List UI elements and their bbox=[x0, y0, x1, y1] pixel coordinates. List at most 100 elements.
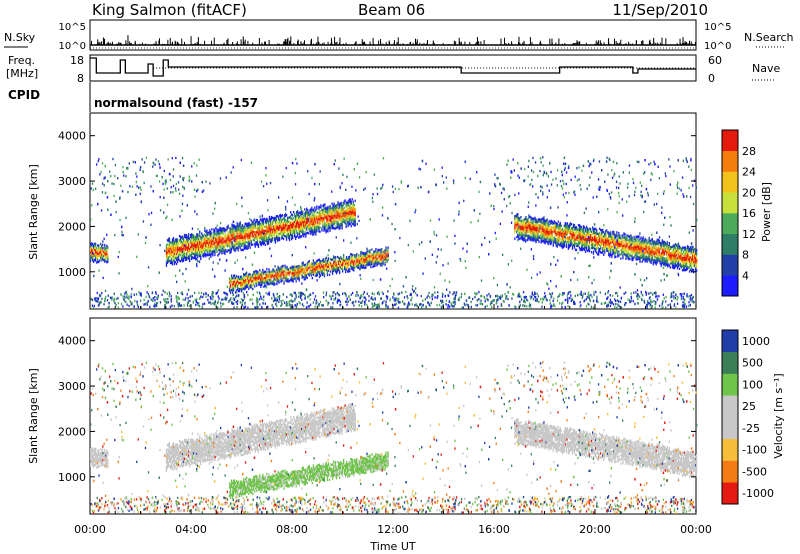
power-cell bbox=[296, 221, 298, 224]
power-cell bbox=[573, 242, 576, 245]
power-cell bbox=[330, 219, 332, 223]
power-cell bbox=[377, 248, 379, 252]
power-cell bbox=[662, 248, 665, 252]
power-cell bbox=[173, 244, 176, 247]
power-cell bbox=[565, 231, 568, 234]
power-cell bbox=[98, 248, 100, 251]
power-cell bbox=[555, 234, 557, 237]
power-cell bbox=[271, 270, 273, 273]
power-cell bbox=[586, 239, 589, 242]
power-cell bbox=[238, 245, 240, 248]
power-cell bbox=[228, 281, 231, 284]
power-cell bbox=[220, 241, 222, 245]
power-cell bbox=[300, 235, 302, 239]
power-cell bbox=[240, 230, 242, 233]
power-cell bbox=[633, 256, 635, 259]
power-cell bbox=[203, 245, 205, 248]
power-cell bbox=[204, 249, 206, 253]
power-cell bbox=[188, 249, 190, 252]
power-cell bbox=[651, 242, 653, 245]
power-cell bbox=[640, 244, 642, 247]
power-cell bbox=[90, 251, 92, 254]
power-cell bbox=[245, 274, 247, 278]
power-cell bbox=[186, 244, 188, 247]
power-cell bbox=[284, 231, 287, 234]
power-cell bbox=[344, 211, 346, 214]
power-cell bbox=[346, 207, 348, 211]
power-cell bbox=[313, 218, 315, 221]
power-cell bbox=[230, 250, 232, 254]
power-cell bbox=[199, 255, 201, 258]
power-cell bbox=[263, 233, 266, 237]
power-cell bbox=[195, 235, 197, 238]
power-cell bbox=[591, 242, 593, 246]
power-cell bbox=[666, 249, 669, 252]
power-cell bbox=[216, 240, 218, 243]
power-cell bbox=[332, 216, 334, 220]
power-cell bbox=[269, 232, 272, 235]
power-cell bbox=[614, 241, 616, 245]
power-cell bbox=[327, 214, 329, 217]
power-cell bbox=[636, 246, 638, 249]
power-cell bbox=[561, 234, 564, 237]
power-cell bbox=[210, 249, 212, 252]
power-cell bbox=[364, 252, 366, 255]
power-cell bbox=[262, 222, 265, 225]
power-cell bbox=[596, 233, 598, 236]
power-cell bbox=[230, 240, 232, 243]
power-cell bbox=[253, 232, 255, 236]
power-cell bbox=[328, 261, 331, 264]
power-cell bbox=[544, 227, 546, 231]
power-cell bbox=[295, 221, 297, 224]
power-cell bbox=[624, 237, 626, 240]
power-cell bbox=[661, 259, 664, 263]
power-cell bbox=[671, 260, 674, 263]
power-cell bbox=[231, 285, 234, 288]
power-cell bbox=[535, 241, 537, 244]
power-cell bbox=[352, 260, 354, 263]
power-cell bbox=[326, 217, 328, 220]
power-cell bbox=[310, 212, 312, 215]
power-cell bbox=[277, 267, 279, 271]
power-cell bbox=[555, 222, 557, 225]
power-cell bbox=[360, 258, 362, 261]
power-cell bbox=[581, 238, 584, 241]
power-cell bbox=[309, 266, 312, 269]
power-cell bbox=[181, 245, 184, 249]
power-cell bbox=[310, 232, 312, 236]
power-cell bbox=[230, 276, 233, 279]
power-cell bbox=[533, 224, 535, 227]
power-cell bbox=[303, 231, 305, 234]
power-cell bbox=[310, 208, 312, 211]
power-cell bbox=[338, 219, 340, 222]
power-cell bbox=[544, 219, 546, 222]
power-cell bbox=[624, 253, 626, 256]
power-cell bbox=[670, 247, 673, 251]
power-cell bbox=[345, 264, 347, 267]
power-cell bbox=[213, 242, 215, 245]
power-cell bbox=[184, 246, 187, 249]
power-cell bbox=[338, 203, 340, 206]
power-cell bbox=[219, 228, 221, 232]
power-cell bbox=[344, 265, 346, 269]
power-cell bbox=[173, 260, 176, 264]
power-cell bbox=[272, 274, 274, 277]
power-cell bbox=[290, 231, 292, 234]
power-cell bbox=[264, 280, 266, 284]
power-cell bbox=[540, 218, 542, 222]
power-cell bbox=[580, 246, 583, 249]
power-cell bbox=[566, 226, 569, 229]
power-cell bbox=[315, 223, 317, 226]
power-cell bbox=[287, 272, 289, 275]
freq-panel-frame bbox=[89, 54, 697, 82]
power-cell bbox=[675, 258, 678, 261]
power-cell bbox=[278, 214, 281, 217]
power-cell bbox=[324, 211, 326, 214]
power-cell bbox=[347, 266, 349, 269]
power-cell bbox=[324, 221, 326, 225]
power-cell bbox=[566, 224, 569, 227]
power-cell bbox=[587, 247, 590, 250]
power-cell bbox=[550, 225, 552, 229]
power-cell bbox=[624, 247, 626, 250]
power-cell bbox=[172, 241, 175, 244]
